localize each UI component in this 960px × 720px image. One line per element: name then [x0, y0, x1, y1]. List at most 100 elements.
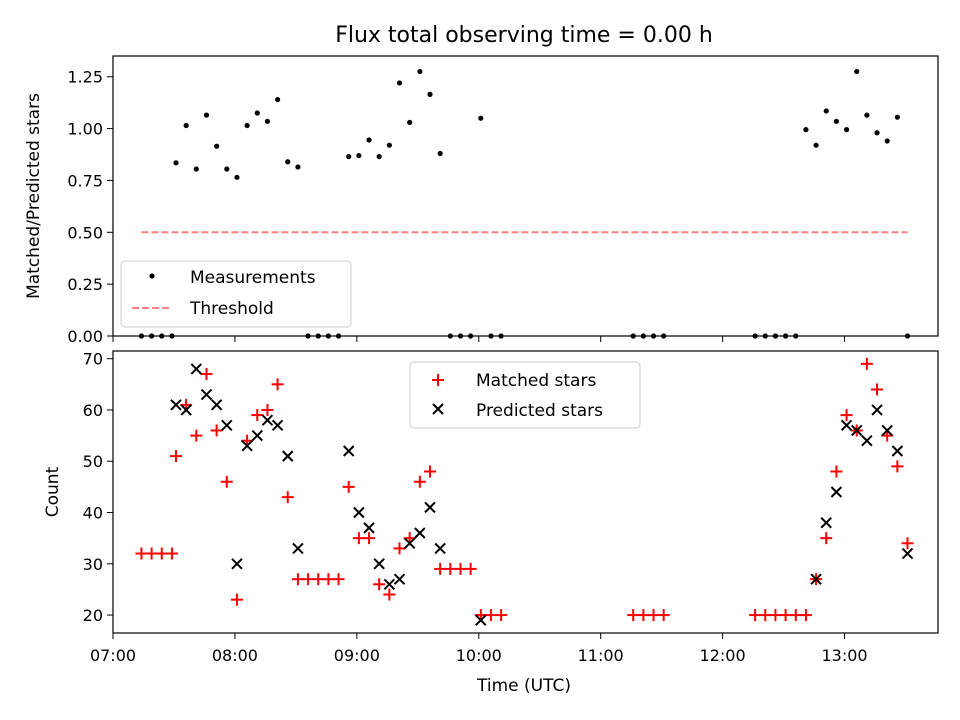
measurement-point	[244, 122, 250, 129]
matched-star-marker	[200, 368, 213, 381]
predicted-star-marker	[840, 419, 853, 432]
matched-star-marker	[464, 562, 477, 575]
top-series	[138, 68, 911, 339]
matched-star-marker	[647, 609, 660, 622]
predicted-star-marker	[820, 517, 832, 529]
matched-star-marker	[820, 532, 833, 545]
measurement-point	[478, 115, 484, 121]
predicted-star-marker	[881, 424, 893, 437]
measurement-point	[285, 159, 291, 165]
predicted-star-marker	[251, 429, 263, 442]
top-legend-box	[120, 260, 352, 328]
measurement-point	[793, 333, 799, 339]
measurement-point	[315, 333, 321, 339]
matched-star-marker	[637, 609, 650, 622]
measurement-point	[488, 333, 494, 339]
measurement-point	[366, 137, 372, 143]
measurement-point	[356, 152, 362, 159]
predicted-star-marker	[200, 388, 213, 401]
predicted-star-marker	[180, 404, 192, 416]
matched-star-marker	[383, 588, 396, 601]
matched-star-marker	[281, 491, 294, 504]
matched-star-marker	[332, 573, 345, 586]
bottom-y-axis-label: Count	[43, 466, 63, 517]
predicted-star-marker	[434, 542, 446, 555]
measurement-point	[149, 333, 155, 339]
x-axis-label: Time (UTC)	[476, 676, 571, 696]
matched-star-marker	[789, 609, 802, 622]
measurement-point	[376, 153, 382, 160]
predicted-star-marker	[891, 445, 904, 457]
top-y-tick-label: 1.25	[67, 68, 103, 87]
measurement-point	[447, 333, 453, 339]
top-legend: Measurements Threshold	[120, 260, 352, 328]
chart-title: Flux total observing time = 0.00 h	[335, 23, 713, 48]
bottom-x-tick-label: 12:00	[700, 646, 746, 665]
bottom-panel: 20 30 40 50 60 70 07:00 08:00 09:00 10:00 11:00 12…	[43, 350, 939, 696]
bottom-y-tick-label: 30	[83, 555, 103, 574]
predicted-star-marker	[861, 435, 873, 447]
legend-marker-measurements	[149, 273, 155, 279]
top-y-tick-label: 0.50	[67, 223, 103, 242]
predicted-star-marker	[231, 558, 243, 570]
measurement-point	[650, 333, 657, 339]
measurement-point	[305, 333, 311, 339]
predicted-star-marker	[901, 547, 914, 560]
matched-star-marker	[169, 450, 182, 463]
matched-star-marker	[393, 542, 406, 555]
legend-label-threshold: Threshold	[189, 299, 274, 319]
measurement-point	[833, 118, 839, 124]
matched-star-marker	[363, 532, 376, 545]
matched-star-marker	[145, 547, 158, 560]
top-plot-area	[112, 55, 939, 337]
measurement-point	[203, 112, 210, 118]
measurement-point	[772, 333, 779, 339]
matched-star-marker	[454, 562, 467, 575]
matched-star-marker	[495, 609, 508, 622]
matched-star-marker	[901, 537, 914, 550]
top-y-tick-label: 0.75	[67, 171, 103, 190]
bottom-y-tick-label: 60	[83, 401, 103, 420]
matched-star-marker	[342, 480, 355, 493]
bottom-series	[135, 357, 914, 626]
predicted-star-marker	[373, 558, 385, 570]
predicted-star-marker	[383, 578, 396, 590]
measurement-point	[396, 80, 403, 86]
predicted-star-marker	[393, 573, 406, 585]
matched-star-marker	[413, 475, 426, 488]
matched-star-marker	[230, 593, 243, 606]
measurement-point	[214, 143, 220, 149]
measurement-point	[407, 119, 413, 125]
measurement-point	[894, 114, 900, 120]
measurement-point	[234, 174, 240, 180]
measurement-point	[752, 333, 758, 339]
top-y-axis: 0.00 0.25 0.50 0.75 1.00 1.25	[67, 68, 113, 346]
matched-star-marker	[891, 460, 904, 473]
measurement-point	[843, 127, 850, 133]
measurement-point	[498, 333, 504, 339]
matched-star-marker	[312, 573, 325, 586]
measurement-point	[782, 333, 789, 339]
bottom-y-tick-label: 70	[83, 350, 103, 369]
predicted-star-marker	[343, 445, 355, 457]
legend-marker-predicted	[432, 403, 444, 415]
bottom-y-tick-label: 20	[83, 606, 103, 625]
bottom-x-tick-label: 13:00	[821, 646, 867, 665]
bottom-legend-box	[409, 361, 641, 429]
predicted-star-marker	[292, 542, 304, 555]
matched-star-marker	[302, 573, 315, 586]
predicted-star-marker	[414, 527, 426, 539]
measurement-point	[183, 122, 189, 129]
predicted-star-marker	[271, 419, 284, 432]
matched-star-marker	[434, 562, 447, 575]
legend-label-matched: Matched stars	[476, 371, 596, 391]
matched-star-marker	[220, 475, 233, 488]
matched-star-marker	[444, 562, 457, 575]
top-y-tick-label: 1.00	[67, 120, 103, 139]
predicted-star-marker	[261, 414, 274, 426]
matched-star-marker	[423, 465, 436, 478]
predicted-star-marker	[424, 501, 436, 514]
matched-star-marker	[352, 532, 365, 545]
matched-star-marker	[484, 609, 497, 622]
top-y-axis-label: Matched/Predicted stars	[24, 93, 44, 299]
